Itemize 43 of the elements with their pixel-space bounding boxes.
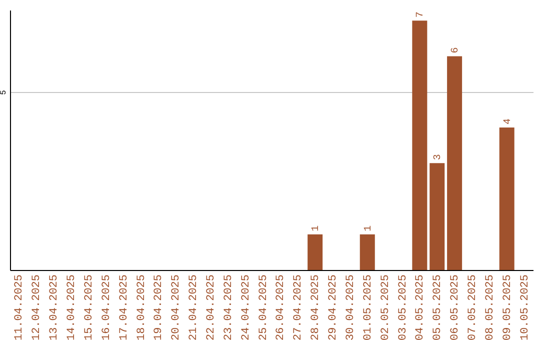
- bar: [430, 163, 445, 270]
- data-label: 3: [433, 154, 444, 160]
- x-tick-label: 18.04.2025: [136, 274, 148, 340]
- x-tick-label: 25.04.2025: [258, 274, 270, 340]
- bar: [499, 128, 514, 270]
- x-tick-label: 24.04.2025: [240, 274, 252, 340]
- x-tick-label: 02.05.2025: [380, 274, 392, 340]
- x-tick-label: 06.05.2025: [450, 274, 462, 340]
- x-tick-label: 14.04.2025: [66, 274, 78, 340]
- x-tick-label: 16.04.2025: [100, 274, 113, 340]
- x-tick-label: 13.04.2025: [48, 274, 61, 340]
- bar: [360, 234, 375, 270]
- x-tick-label: 04.05.2025: [414, 274, 427, 340]
- x-tick-label: 15.04.2025: [83, 274, 96, 340]
- x-tick-label: 29.04.2025: [328, 274, 340, 340]
- x-tick-label: 12.04.2025: [31, 274, 44, 340]
- data-label: 1: [363, 225, 374, 232]
- x-tick-label: 01.05.2025: [362, 274, 374, 340]
- bar: [412, 20, 428, 270]
- data-label: 4: [502, 118, 514, 125]
- bar: [308, 234, 323, 270]
- y-tick-label: 5: [0, 90, 8, 95]
- x-tick-label: 21.04.2025: [188, 274, 200, 340]
- x-tick-label: 22.04.2025: [205, 274, 218, 340]
- data-label: 7: [416, 12, 427, 18]
- x-tick-label: 11.04.2025: [14, 274, 26, 340]
- x-tick-label: 10.05.2025: [519, 274, 532, 340]
- x-tick-label: 08.05.2025: [484, 274, 496, 340]
- x-tick-label: 28.04.2025: [310, 274, 322, 340]
- x-tick-label: 09.05.2025: [502, 274, 514, 340]
- x-tick-label: 07.05.2025: [466, 274, 479, 340]
- x-tick-label: 17.04.2025: [118, 274, 130, 340]
- data-label: 1: [311, 225, 322, 232]
- x-tick-label: 05.05.2025: [432, 274, 444, 340]
- x-tick-label: 30.04.2025: [344, 274, 357, 340]
- x-tick-label: 20.04.2025: [170, 274, 183, 340]
- x-tick-label: 27.04.2025: [292, 274, 305, 340]
- bar: [447, 56, 462, 270]
- x-tick-label: 03.05.2025: [397, 274, 410, 340]
- x-tick-label: 19.04.2025: [153, 274, 166, 340]
- x-tick-label: 26.04.2025: [275, 274, 288, 340]
- data-label: 6: [450, 47, 462, 54]
- x-tick-label: 23.04.2025: [222, 274, 235, 340]
